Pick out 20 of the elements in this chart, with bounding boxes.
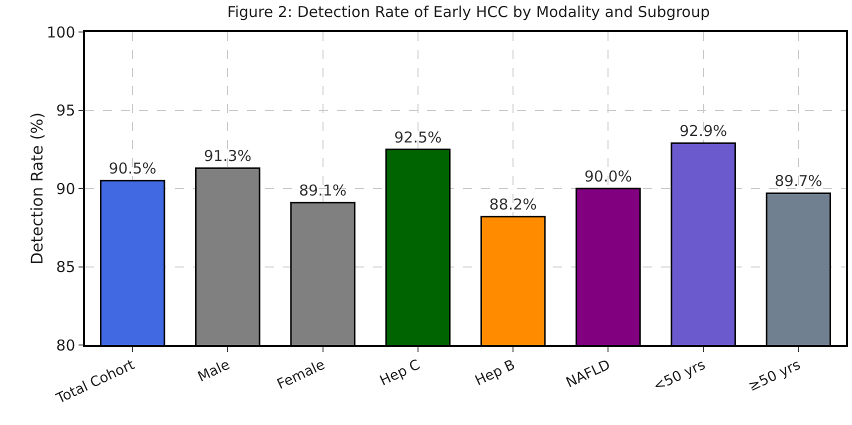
y-tick-label: 95 (56, 102, 76, 120)
x-tick-label: <50 yrs (651, 357, 708, 395)
y-tick-label: 90 (56, 180, 76, 198)
data-label: 90.0% (584, 168, 632, 186)
data-label: 92.5% (394, 128, 442, 146)
x-tick-label: ≥50 yrs (746, 357, 804, 395)
data-label: 90.5% (108, 160, 156, 178)
data-label: 89.1% (298, 182, 347, 200)
data-label: 88.2% (489, 196, 537, 214)
y-tick-label: 85 (56, 258, 76, 276)
x-tick-label: Hep B (472, 357, 518, 390)
data-label: 89.7% (774, 172, 822, 190)
x-tick-label: Male (196, 357, 232, 386)
data-label: 92.9% (679, 122, 728, 140)
data-label: 91.3% (204, 147, 252, 166)
y-tick-label: 80 (56, 336, 76, 354)
y-tick-label: 100 (46, 23, 76, 42)
chart-title: Figure 2: Detection Rate of Early HCC by Modality and Subgroup (227, 2, 710, 21)
y-axis-title: Detection Rate (%) (28, 112, 46, 265)
x-tick-label: Hep C (378, 356, 423, 390)
